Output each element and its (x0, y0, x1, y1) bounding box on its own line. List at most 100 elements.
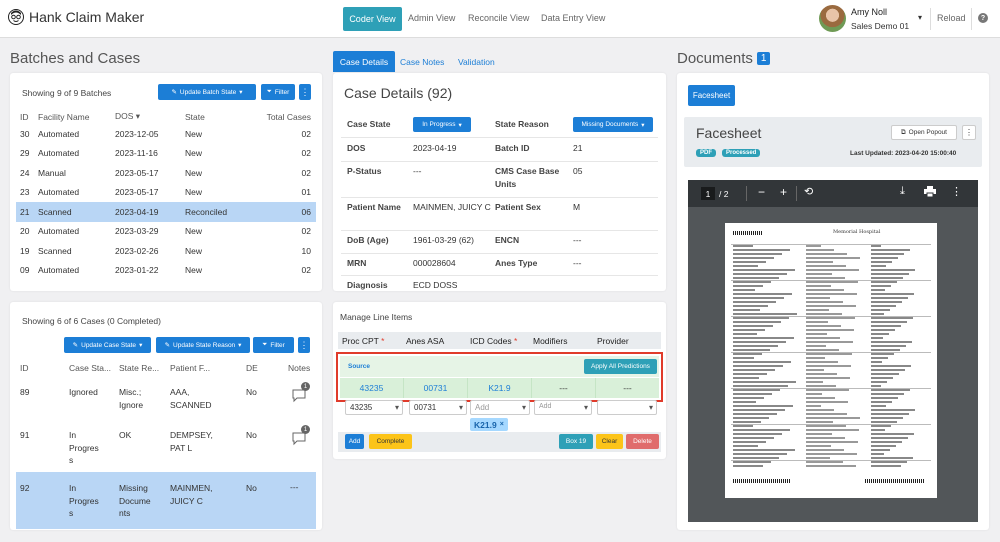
notes-icon[interactable]: 1 (292, 382, 312, 404)
cell-facility: Automated (38, 128, 80, 139)
table-row[interactable]: 09 Automated 2023-01-22 New 02 (16, 261, 316, 281)
case-state-label: Case State (347, 119, 391, 129)
nav-reconcile-view[interactable]: Reconcile View (468, 13, 530, 23)
update-batch-state-button[interactable]: ✎ Update Batch State ▾ (158, 84, 256, 100)
app-brand[interactable]: Hank Claim Maker (8, 9, 144, 25)
prediction-anes[interactable]: 00731 (423, 383, 448, 393)
proc-cpt-select[interactable]: 43235 (345, 400, 403, 415)
icd-codes-input[interactable]: Add (470, 400, 530, 415)
box-19-button[interactable]: Box 19 (559, 434, 593, 449)
batches-section-title: Batches and Cases (10, 50, 141, 67)
cell-total-cases: 02 (301, 226, 311, 237)
tab-case-details[interactable]: Case Details (333, 51, 395, 72)
table-row[interactable]: 21 Scanned 2023-04-19 Reconciled 06 (16, 202, 316, 222)
tab-case-notes[interactable]: Case Notes (400, 57, 445, 67)
table-row[interactable]: 29 Automated 2023-11-16 New 02 (16, 144, 316, 164)
pdf-more-icon[interactable]: ⋮ (951, 186, 962, 198)
update-case-state-button[interactable]: ✎ Update Case State ▾ (64, 337, 151, 353)
update-state-reason-button[interactable]: ✎ Update State Reason ▾ (156, 337, 250, 353)
notes-icon[interactable]: 1 (292, 425, 312, 447)
reload-link[interactable]: Reload (937, 13, 966, 23)
table-row[interactable]: 30 Automated 2023-12-05 New 02 (16, 124, 316, 144)
nav-data-entry-view[interactable]: Data Entry View (541, 13, 606, 23)
modifiers-select[interactable]: Add (534, 400, 592, 415)
cases-filter-button[interactable]: ⏷ Filter (253, 337, 294, 353)
col-case-state[interactable]: Case Sta... (69, 363, 112, 373)
document-more-button[interactable]: ⋮ (962, 125, 976, 140)
zoom-out-icon[interactable]: − (758, 185, 766, 199)
cell-state: New (185, 128, 203, 139)
cell-id: 30 (20, 128, 30, 139)
provider-select[interactable] (597, 400, 657, 415)
chevron-down-icon: ▾ (239, 89, 243, 96)
cell-facility: Automated (38, 265, 80, 276)
col-de[interactable]: DE (246, 363, 258, 373)
cell-state: New (185, 245, 203, 256)
col-facility[interactable]: Facility Name (38, 111, 90, 122)
user-name: Amy Noll (851, 7, 888, 17)
case-notes: --- (290, 482, 299, 492)
icd-tag[interactable]: K21.9 × (470, 418, 508, 431)
batches-more-button[interactable]: ⋮ (299, 84, 311, 100)
case-row[interactable]: 89 Ignored Misc.; Ignore AAA, SCANNED No 1 (16, 376, 316, 419)
rotate-icon[interactable]: ⟲ (804, 186, 814, 198)
batches-table: ID Facility Name DOS ▾ State Total Cases… (16, 109, 316, 280)
table-row[interactable]: 23 Automated 2023-05-17 New 01 (16, 183, 316, 203)
field-label: Patient Name (347, 202, 401, 212)
add-button[interactable]: Add (345, 434, 364, 449)
col-state[interactable]: State (185, 111, 205, 122)
table-row[interactable]: 19 Scanned 2023-02-26 New 10 (16, 241, 316, 261)
case-row[interactable]: 92 In Progres s Missing Docume nts MAINMEN,… (16, 472, 316, 529)
anes-asa-select[interactable]: 00731 (409, 400, 467, 415)
tab-facesheet[interactable]: Facesheet (688, 85, 735, 106)
cell-state: New (185, 187, 203, 198)
pdf-viewer[interactable]: 1 / 2 − + ⟲ ⤓ ⋮ Memorial Hospital (688, 180, 978, 522)
cell-total-cases: 01 (301, 187, 311, 198)
print-icon[interactable] (924, 186, 936, 199)
pdf-badge: PDF (696, 149, 716, 157)
nav-admin-view[interactable]: Admin View (408, 13, 456, 23)
cases-more-button[interactable]: ⋮ (298, 337, 310, 353)
prediction-proc[interactable]: 43235 (359, 383, 384, 393)
case-state-dropdown[interactable]: In Progress ▾ (413, 117, 471, 132)
nav-coder-view[interactable]: Coder View (343, 7, 402, 31)
col-total-cases[interactable]: Total Cases (266, 111, 311, 122)
close-icon[interactable]: × (499, 421, 504, 428)
col-id[interactable]: ID (20, 363, 29, 373)
divider (341, 161, 658, 162)
table-header-row: ID Facility Name DOS ▾ State Total Cases (16, 109, 316, 124)
col-patient[interactable]: Patient F... (170, 363, 211, 373)
col-state-reason[interactable]: State Re... (119, 363, 160, 373)
table-row[interactable]: 24 Manual 2023-05-17 New 02 (16, 163, 316, 183)
user-menu-caret-icon[interactable]: ▾ (918, 13, 923, 22)
state-reason-dropdown[interactable]: Missing Documents ▾ (573, 117, 653, 132)
batches-filter-button[interactable]: ⏷ Filter (261, 84, 295, 100)
complete-button[interactable]: Complete (369, 434, 412, 449)
cell-total-cases: 02 (301, 128, 311, 139)
clear-button[interactable]: Clear (596, 434, 623, 449)
col-dos[interactable]: DOS ▾ (115, 111, 141, 121)
open-popout-button[interactable]: ⧉ Open Popout (891, 125, 957, 140)
col-id[interactable]: ID (20, 111, 29, 122)
tab-validation[interactable]: Validation (458, 57, 495, 67)
prediction-icd[interactable]: K21.9 (488, 383, 511, 393)
zoom-in-icon[interactable]: + (780, 185, 788, 199)
user-avatar[interactable] (819, 5, 846, 32)
case-row[interactable]: 91 In Progres s OK DEMPSEY, PAT L No 1 (16, 419, 316, 472)
col-notes[interactable]: Notes (288, 363, 311, 373)
cell-dos: 2023-04-19 (115, 206, 159, 217)
apply-all-predictions-button[interactable]: Apply All Predictions (584, 359, 657, 374)
field-label: CMS Case Base Units (495, 166, 560, 189)
cases-card: Showing 6 of 6 Cases (0 Completed) ✎ Upda… (10, 302, 322, 530)
pdf-page-input[interactable]: 1 (701, 187, 715, 200)
delete-button[interactable]: Delete (626, 434, 659, 449)
case-details-card: Case Details (92) Case State In Progress… (333, 73, 666, 291)
cell-dos: 2023-12-05 (115, 128, 159, 139)
help-icon[interactable]: ? (978, 13, 988, 23)
download-icon[interactable]: ⤓ (900, 185, 905, 197)
table-row[interactable]: 20 Automated 2023-03-29 New 02 (16, 222, 316, 242)
line-items-header: Proc CPT * Anes ASA ICD Codes * Modifier… (338, 332, 661, 349)
notes-count-badge: 1 (301, 425, 310, 434)
cell-id: 19 (20, 245, 30, 256)
pdf-page-total: / 2 (719, 189, 729, 199)
